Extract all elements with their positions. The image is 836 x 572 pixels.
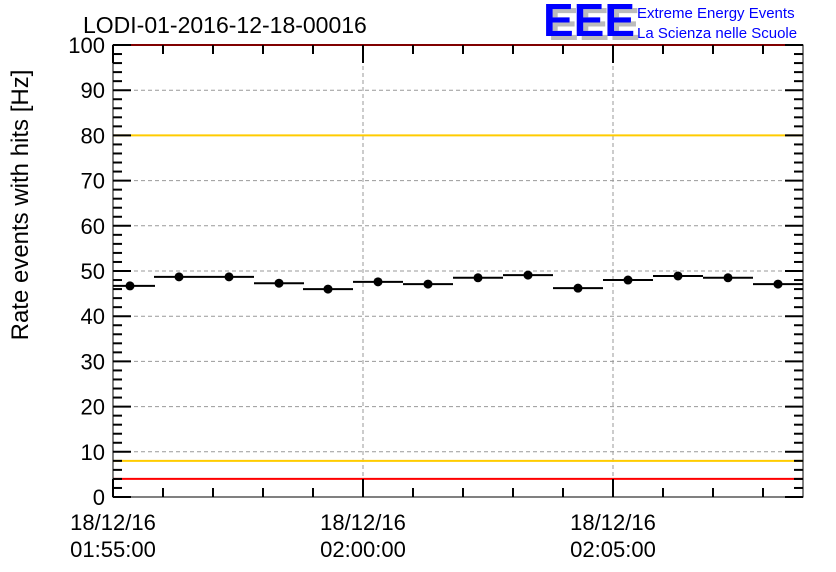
y-tick-label: 60 [81, 214, 105, 239]
data-point [274, 278, 284, 288]
y-tick-label: 20 [81, 395, 105, 420]
y-tick-label: 100 [68, 33, 105, 58]
x-tick-date: 18/12/16 [70, 510, 156, 535]
x-tick-time: 02:05:00 [570, 537, 656, 562]
data-point [125, 281, 135, 291]
logo-line2: La Scienza nelle Scuole [637, 25, 797, 42]
y-tick-label: 50 [81, 259, 105, 284]
data-point [523, 270, 533, 280]
chart-title: LODI-01-2016-12-18-00016 [83, 12, 367, 38]
data-point [373, 277, 383, 287]
data-point [224, 272, 234, 282]
y-tick-label: 90 [81, 78, 105, 103]
x-tick-date: 18/12/16 [570, 510, 656, 535]
data-point [323, 284, 333, 294]
data-point [573, 283, 583, 293]
y-tick-label: 0 [93, 485, 105, 510]
data-point [174, 272, 184, 282]
data-point [423, 279, 433, 289]
y-tick-label: 70 [81, 169, 105, 194]
y-axis-label: Rate events with hits [Hz] [7, 70, 34, 341]
logo-line1: Extreme Energy Events [637, 5, 795, 22]
y-tick-label: 80 [81, 123, 105, 148]
data-point [623, 275, 633, 285]
y-tick-label: 30 [81, 349, 105, 374]
x-tick-time: 02:00:00 [320, 537, 406, 562]
y-tick-label: 10 [81, 440, 105, 465]
y-tick-label: 40 [81, 304, 105, 329]
logo-mark: EEE [543, 0, 635, 46]
data-point [773, 279, 783, 289]
eee-logo: EEE Extreme Energy Events La Scienza nel… [543, 0, 797, 46]
x-tick-date: 18/12/16 [320, 510, 406, 535]
x-tick-time: 01:55:00 [70, 537, 156, 562]
data-point [473, 273, 483, 283]
data-point [723, 273, 733, 283]
data-point [673, 271, 683, 281]
